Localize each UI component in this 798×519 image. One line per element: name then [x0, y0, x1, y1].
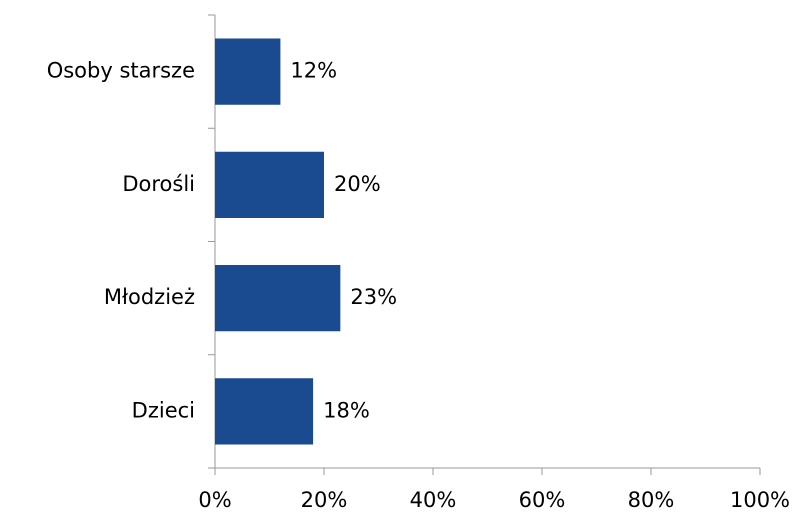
x-tick-label: 100%	[730, 488, 790, 512]
x-tick-label: 40%	[410, 488, 457, 512]
bar	[215, 151, 324, 219]
value-label: 20%	[334, 172, 381, 196]
bar	[215, 378, 314, 445]
y-tick-label: Osoby starsze	[47, 59, 195, 83]
x-tick-label: 80%	[628, 488, 675, 512]
bar	[215, 264, 341, 332]
bar	[215, 38, 281, 105]
y-tick-label: Młodzież	[104, 285, 195, 309]
x-tick-label: 0%	[198, 488, 231, 512]
y-tick-label: Dzieci	[132, 398, 195, 422]
x-tick-label: 20%	[301, 488, 348, 512]
y-tick-label: Dorośli	[122, 172, 195, 196]
value-label: 18%	[323, 398, 370, 422]
value-label: 12%	[290, 59, 337, 83]
x-tick-label: 60%	[519, 488, 566, 512]
value-label: 23%	[350, 285, 397, 309]
